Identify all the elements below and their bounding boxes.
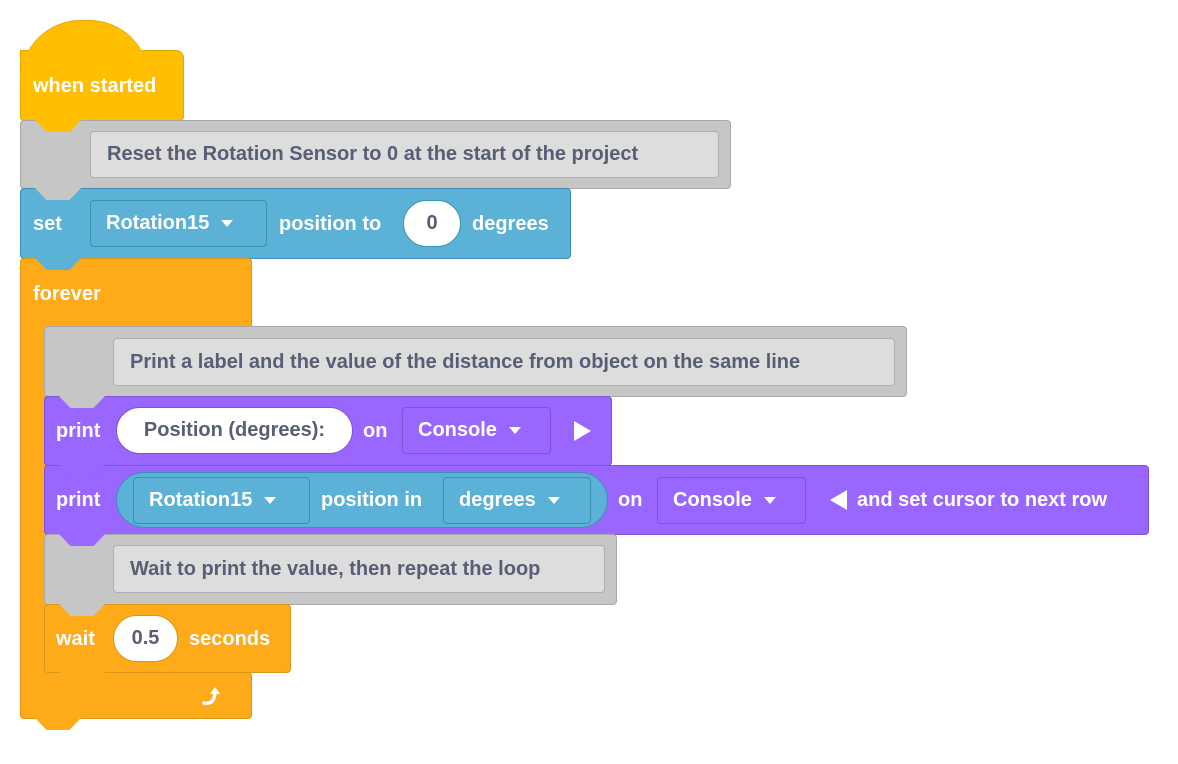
degrees-label: degrees [472, 213, 549, 235]
chevron-down-icon [264, 497, 277, 504]
device-dropdown[interactable]: Rotation15 [90, 200, 267, 247]
print-label: print [56, 420, 101, 442]
unit-dropdown[interactable]: degrees [443, 477, 591, 524]
console-dropdown[interactable]: Console [657, 477, 806, 524]
on-label: on [618, 489, 643, 511]
device-value: Rotation15 [106, 212, 210, 234]
chevron-down-icon [508, 427, 521, 434]
device-dropdown[interactable]: Rotation15 [133, 477, 310, 524]
collapse-left-icon[interactable] [830, 490, 847, 510]
comment-text[interactable]: Print a label and the value of the dista… [113, 338, 895, 386]
device-value: Rotation15 [149, 489, 253, 511]
position-to-label: position to [279, 213, 382, 235]
when-started-label: when started [33, 75, 157, 97]
wait-input[interactable]: 0.5 [113, 615, 178, 662]
comment-text[interactable]: Reset the Rotation Sensor to 0 at the st… [90, 131, 719, 178]
wait-label: wait [56, 628, 95, 650]
chevron-down-icon [763, 497, 776, 504]
comment-text[interactable]: Wait to print the value, then repeat the… [113, 545, 605, 593]
on-label: on [363, 420, 388, 442]
print-text-input[interactable]: Position (degrees): [116, 407, 353, 454]
console-value: Console [673, 489, 752, 511]
expand-right-icon[interactable] [574, 421, 591, 441]
seconds-label: seconds [189, 628, 271, 650]
console-value: Console [418, 419, 497, 441]
position-in-label: position in [321, 489, 423, 511]
chevron-down-icon [547, 497, 560, 504]
next-row-label: and set cursor to next row [857, 489, 1108, 511]
console-dropdown[interactable]: Console [402, 407, 551, 454]
position-input[interactable]: 0 [403, 200, 461, 247]
set-label: set [33, 213, 62, 235]
forever-label: forever [33, 283, 101, 305]
loop-arrow-icon [202, 687, 220, 706]
print-label: print [56, 489, 101, 511]
unit-value: degrees [459, 489, 536, 511]
chevron-down-icon [221, 220, 234, 227]
